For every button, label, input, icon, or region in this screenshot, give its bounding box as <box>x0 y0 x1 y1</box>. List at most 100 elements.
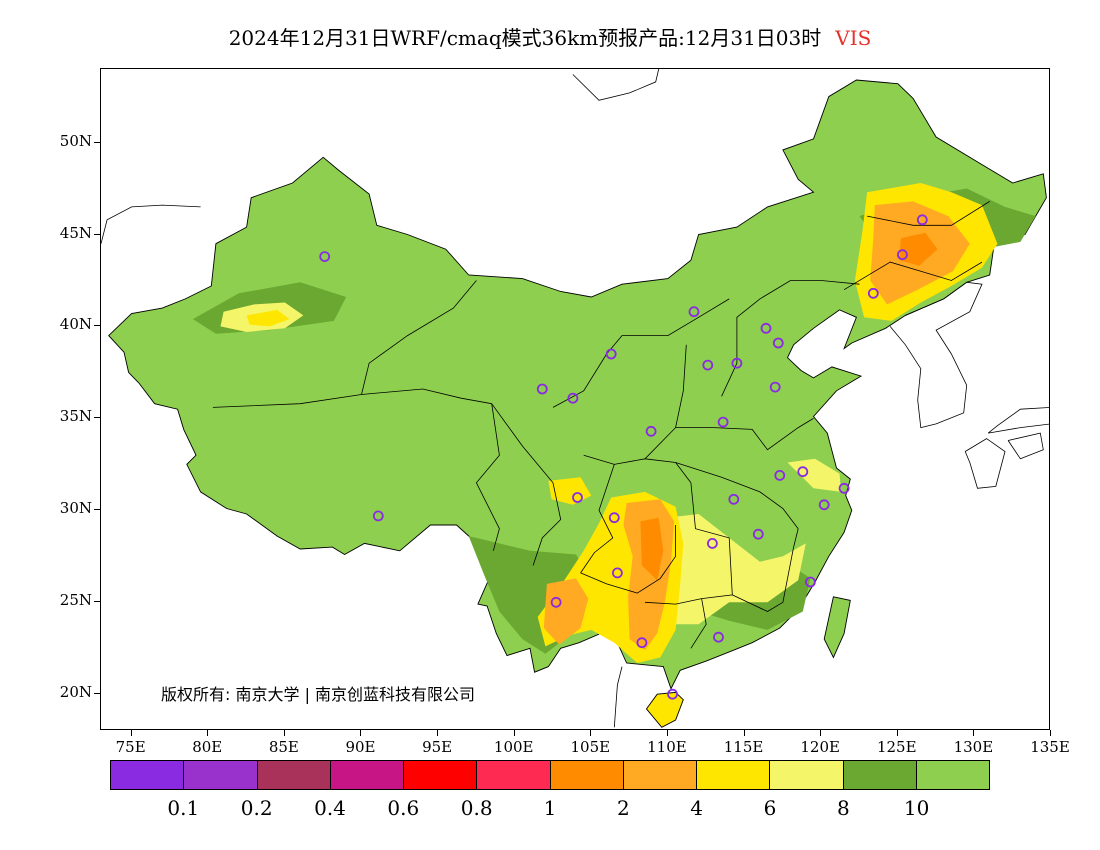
legend-swatch <box>257 761 331 789</box>
latitude-tick <box>94 233 100 235</box>
longitude-label: 135E <box>1030 738 1070 756</box>
legend-swatch <box>770 761 844 789</box>
legend-swatch <box>184 761 258 789</box>
sichuan-west-yellow <box>548 477 592 505</box>
longitude-label: 115E <box>723 738 764 756</box>
legend-label: 4 <box>690 796 704 820</box>
station-marker <box>916 214 928 226</box>
hainan-island <box>645 691 684 728</box>
longitude-tick <box>820 730 822 736</box>
kazakh-lake-coast <box>101 204 201 244</box>
latitude-tick <box>94 693 100 695</box>
legend-label: 0.4 <box>314 796 346 820</box>
legend-label: 0.6 <box>387 796 420 820</box>
province-border-1 <box>361 280 477 395</box>
latitude-label: 20N <box>59 683 92 702</box>
tarim-yellow <box>246 309 290 327</box>
province-border-9 <box>675 462 799 529</box>
station-marker <box>636 637 648 649</box>
legend-swatch <box>697 761 771 789</box>
color-legend <box>110 760 990 790</box>
province-border-10 <box>721 280 860 397</box>
jilin-dark-orange <box>899 232 938 266</box>
station-marker <box>769 381 781 393</box>
province-borders <box>101 69 1049 728</box>
station-marker <box>867 287 879 299</box>
legend-label: 8 <box>836 796 850 820</box>
province-border-6 <box>580 464 615 574</box>
longitude-tick <box>360 730 362 736</box>
latitude-tick <box>94 417 100 419</box>
kyushu-coastline <box>964 438 1006 489</box>
legend-swatch <box>550 761 624 789</box>
station-marker <box>797 466 809 478</box>
province-border-15 <box>867 201 990 226</box>
vietnam-coast <box>613 666 623 728</box>
longitude-tick <box>207 730 209 736</box>
longitude-tick <box>283 730 285 736</box>
province-border-3 <box>475 403 500 551</box>
copyright-text: 版权所有: 南京大学 | 南京创蓝科技有限公司 <box>161 685 476 704</box>
longitude-tick <box>896 730 898 736</box>
station-marker <box>717 416 729 428</box>
station-marker <box>772 337 784 349</box>
legend-swatch <box>843 761 917 789</box>
legend-swatch <box>477 761 551 789</box>
latitude-label: 45N <box>59 223 92 242</box>
longitude-label: 75E <box>115 738 146 756</box>
longitude-label: 90E <box>345 738 376 756</box>
legend-swatch <box>111 761 185 789</box>
station-marker <box>838 482 850 494</box>
station-marker <box>897 249 908 261</box>
latitude-label: 50N <box>59 131 92 150</box>
province-border-4 <box>552 298 730 408</box>
province-border-13 <box>690 598 707 649</box>
legend-swatch <box>623 761 697 789</box>
legend-swatch <box>916 761 989 789</box>
land-layer <box>108 79 1047 728</box>
legend-label: 2 <box>616 796 630 820</box>
shikoku-coastline <box>1007 432 1044 460</box>
latitude-label: 40N <box>59 315 92 334</box>
province-border-14 <box>732 528 799 612</box>
station-marker <box>728 493 740 505</box>
station-marker <box>550 596 562 608</box>
china-landmass <box>108 79 1047 690</box>
station-marker <box>319 251 331 263</box>
baikal-coastline <box>572 69 660 101</box>
longitude-tick <box>590 730 592 736</box>
station-markers <box>319 214 928 700</box>
south-china-light-yellow <box>645 514 806 625</box>
legend-swatch <box>330 761 404 789</box>
station-marker <box>667 688 678 700</box>
station-marker <box>688 306 700 318</box>
latitude-label: 35N <box>59 407 92 426</box>
longitude-tick <box>973 730 975 736</box>
station-marker <box>752 528 764 540</box>
guizhou-dark-orange <box>640 517 664 581</box>
station-marker <box>713 631 724 643</box>
visibility-overlay-layer <box>192 183 1036 663</box>
station-marker <box>805 576 816 588</box>
longitude-tick <box>513 730 515 736</box>
legend-label: 0.8 <box>460 796 493 820</box>
latitude-label: 30N <box>59 499 92 518</box>
station-marker <box>731 357 743 369</box>
longitude-label: 130E <box>953 738 994 756</box>
station-marker <box>567 392 579 404</box>
longitude-tick <box>666 730 668 736</box>
longitude-label: 105E <box>570 738 611 756</box>
honshu-coastline <box>987 407 1049 434</box>
longitude-tick <box>1050 730 1051 736</box>
legend-label: 10 <box>903 796 930 820</box>
station-marker <box>707 537 718 549</box>
station-marker <box>572 492 583 503</box>
longitude-label: 100E <box>493 738 534 756</box>
province-border-8 <box>675 418 814 451</box>
province-border-7 <box>644 344 687 460</box>
legend-label: 6 <box>763 796 777 820</box>
longitude-tick <box>437 730 439 736</box>
legend-label: 0.1 <box>167 796 200 820</box>
station-marker <box>760 322 772 334</box>
title-text: 2024年12月31日WRF/cmaq模式36km预报产品:12月31日03时 <box>228 26 822 50</box>
